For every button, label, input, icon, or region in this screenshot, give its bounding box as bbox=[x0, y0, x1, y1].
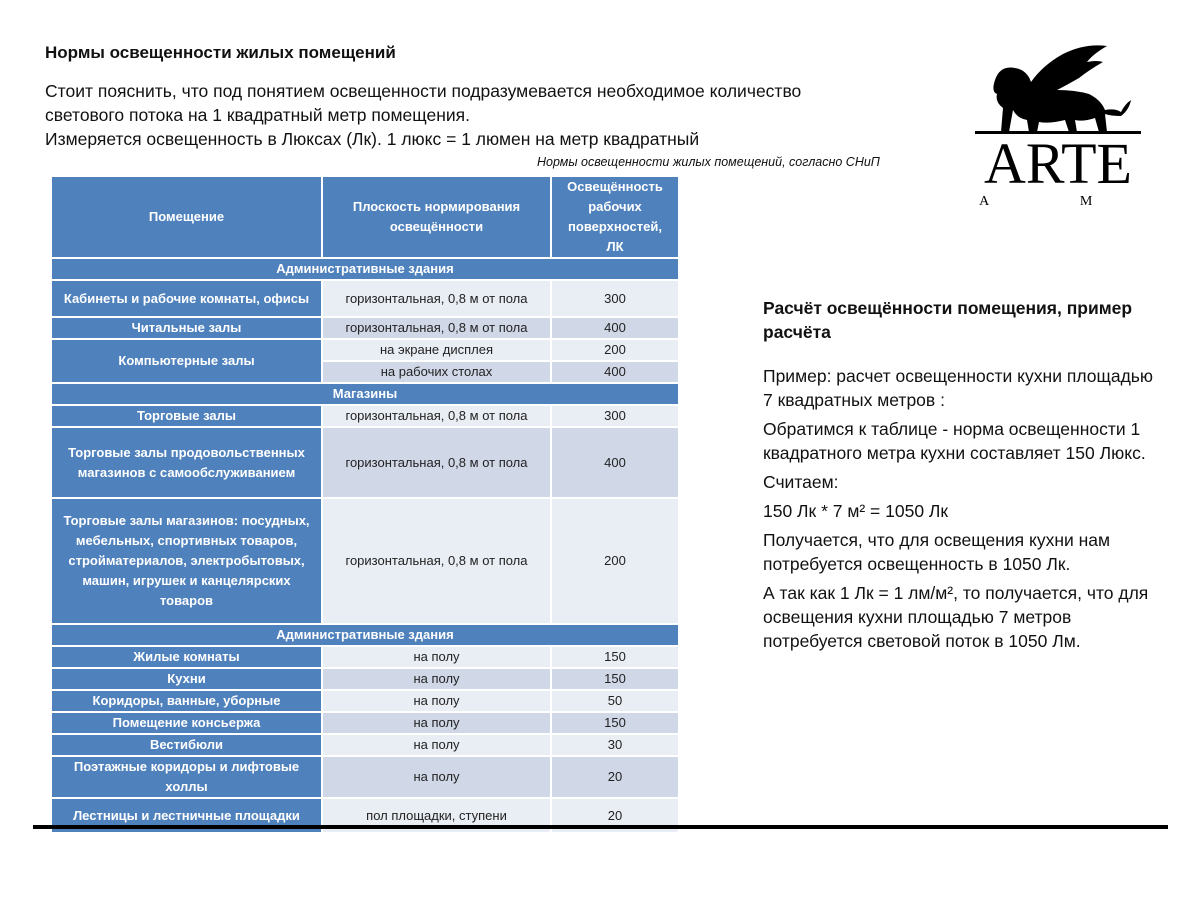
section-row: Магазины bbox=[52, 384, 678, 404]
lux-cell: 150 bbox=[552, 647, 678, 667]
calc-formula: 150 Лк * 7 м² = 1050 Лк bbox=[763, 501, 949, 521]
plane-cell: на полу bbox=[323, 713, 550, 733]
plane-cell: на полу bbox=[323, 757, 550, 797]
illumination-norms-table: Помещение Плоскость нормирования освещён… bbox=[50, 175, 680, 834]
plane-cell: на полу bbox=[323, 669, 550, 689]
plane-cell: на рабочих столах bbox=[323, 362, 550, 382]
lux-cell: 50 bbox=[552, 691, 678, 711]
room-cell: Компьютерные залы bbox=[52, 340, 321, 382]
logo-brand: ARTE bbox=[984, 131, 1132, 196]
bottom-divider bbox=[33, 825, 1168, 829]
column-header: Помещение bbox=[52, 177, 321, 257]
table-row: Коридоры, ванные, уборные на полу 50 bbox=[52, 691, 678, 711]
table-row: на рабочих столах 400 bbox=[52, 362, 678, 382]
lux-cell: 200 bbox=[552, 340, 678, 360]
lux-cell: 400 bbox=[552, 318, 678, 338]
lux-cell: 30 bbox=[552, 735, 678, 755]
room-cell: Кабинеты и рабочие комнаты, офисы bbox=[52, 281, 321, 316]
plane-cell: на полу bbox=[323, 647, 550, 667]
calc-paragraph: Пример: расчет освещенности кухни площад… bbox=[763, 366, 1154, 410]
table-row: Вестибюли на полу 30 bbox=[52, 735, 678, 755]
table-row: Помещение консьержа на полу 150 bbox=[52, 713, 678, 733]
arte-lamp-logo: ARTE L A M P bbox=[965, 45, 1155, 209]
section-label: Административные здания bbox=[52, 259, 678, 279]
room-cell: Торговые залы bbox=[52, 406, 321, 426]
lux-cell: 200 bbox=[552, 499, 678, 623]
section-label: Магазины bbox=[52, 384, 678, 404]
calc-heading: Расчёт освещённости помещения, пример ра… bbox=[763, 298, 1133, 342]
room-cell: Помещение консьержа bbox=[52, 713, 321, 733]
lux-cell: 300 bbox=[552, 281, 678, 316]
calculation-example: Расчёт освещённости помещения, пример ра… bbox=[763, 296, 1163, 658]
lux-cell: 400 bbox=[552, 362, 678, 382]
room-cell: Кухни bbox=[52, 669, 321, 689]
lux-cell: 20 bbox=[552, 757, 678, 797]
lux-cell: 150 bbox=[552, 713, 678, 733]
plane-cell: на полу bbox=[323, 735, 550, 755]
plane-cell: горизонтальная, 0,8 м от пола bbox=[323, 281, 550, 316]
winged-lion-icon bbox=[975, 45, 1141, 134]
logo-sub: L A M P bbox=[965, 194, 1155, 209]
calc-paragraph: Считаем: bbox=[763, 472, 839, 492]
plane-cell: горизонтальная, 0,8 м от пола bbox=[323, 499, 550, 623]
plane-cell: на экране дисплея bbox=[323, 340, 550, 360]
lux-cell: 400 bbox=[552, 428, 678, 497]
calc-paragraph: Получается, что для освещения кухни нам … bbox=[763, 530, 1111, 574]
plane-cell: горизонтальная, 0,8 м от пола bbox=[323, 406, 550, 426]
intro-line: светового потока на 1 квадратный метр по… bbox=[45, 105, 470, 125]
table-row: Жилые комнаты на полу 150 bbox=[52, 647, 678, 667]
room-cell: Жилые комнаты bbox=[52, 647, 321, 667]
plane-cell: горизонтальная, 0,8 м от пола bbox=[323, 318, 550, 338]
table-row: Читальные залы горизонтальная, 0,8 м от п… bbox=[52, 318, 678, 338]
room-cell: Торговые залы продовольственных магазино… bbox=[52, 428, 321, 497]
calc-paragraph: А так как 1 Лк = 1 лм/м², то получается,… bbox=[763, 583, 1149, 651]
table-row: Компьютерные залы на экране дисплея 200 bbox=[52, 340, 678, 382]
room-cell: Вестибюли bbox=[52, 735, 321, 755]
table-row: Торговые залы продовольственных магазино… bbox=[52, 428, 678, 497]
table-header-row: Помещение Плоскость нормирования освещён… bbox=[52, 177, 678, 257]
lux-cell: 300 bbox=[552, 406, 678, 426]
section-row: Административные здания bbox=[52, 259, 678, 279]
intro-text: Стоит пояснить, что под понятием освещен… bbox=[45, 79, 905, 151]
room-cell: Поэтажные коридоры и лифтовые холлы bbox=[52, 757, 321, 797]
table-row: Кабинеты и рабочие комнаты, офисы горизон… bbox=[52, 281, 678, 316]
lux-cell: 150 bbox=[552, 669, 678, 689]
intro-line: Измеряется освещенность в Люксах (Лк). 1… bbox=[45, 129, 700, 149]
column-header: Освещённость рабочих поверхностей, ЛК bbox=[552, 177, 678, 257]
section-row: Административные здания bbox=[52, 625, 678, 645]
table-row: Кухни на полу 150 bbox=[52, 669, 678, 689]
plane-cell: на полу bbox=[323, 691, 550, 711]
page-title: Нормы освещенности жилых помещений bbox=[45, 43, 396, 62]
column-header: Плоскость нормирования освещённости bbox=[323, 177, 550, 257]
calc-paragraph: Обратимся к таблице - норма освещенности… bbox=[763, 419, 1146, 463]
table-row: Торговые залы магазинов: посудных, мебел… bbox=[52, 499, 678, 623]
section-label: Административные здания bbox=[52, 625, 678, 645]
room-cell: Читальные залы bbox=[52, 318, 321, 338]
table-row: Торговые залы горизонтальная, 0,8 м от по… bbox=[52, 406, 678, 426]
room-cell: Коридоры, ванные, уборные bbox=[52, 691, 321, 711]
table-row: Поэтажные коридоры и лифтовые холлы на по… bbox=[52, 757, 678, 797]
room-cell: Торговые залы магазинов: посудных, мебел… bbox=[52, 499, 321, 623]
table-caption: Нормы освещенности жилых помещений, согл… bbox=[537, 155, 880, 169]
plane-cell: горизонтальная, 0,8 м от пола bbox=[323, 428, 550, 497]
intro-line: Стоит пояснить, что под понятием освещен… bbox=[45, 81, 802, 101]
